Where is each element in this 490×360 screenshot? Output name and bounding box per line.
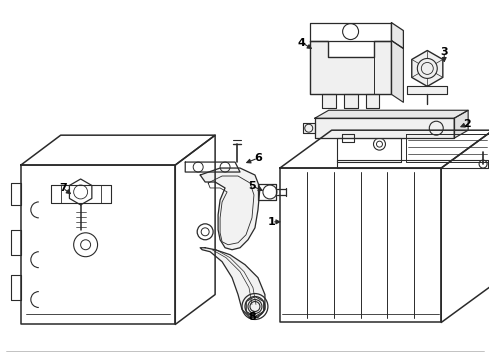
Polygon shape <box>392 23 403 49</box>
Polygon shape <box>412 50 443 86</box>
Text: 6: 6 <box>254 153 262 163</box>
Text: 7: 7 <box>59 183 67 193</box>
Polygon shape <box>315 118 454 138</box>
Text: 4: 4 <box>298 37 306 48</box>
Polygon shape <box>322 94 336 108</box>
Text: 3: 3 <box>441 48 448 58</box>
Polygon shape <box>366 94 379 108</box>
Text: 8: 8 <box>248 312 256 323</box>
Polygon shape <box>454 110 468 138</box>
Text: 5: 5 <box>248 181 256 191</box>
Polygon shape <box>315 110 468 118</box>
Polygon shape <box>310 41 392 94</box>
Polygon shape <box>303 123 315 133</box>
Polygon shape <box>200 248 265 318</box>
Text: 2: 2 <box>463 119 471 129</box>
Text: 1: 1 <box>268 217 276 227</box>
Polygon shape <box>200 168 260 250</box>
Polygon shape <box>407 86 447 94</box>
Polygon shape <box>343 94 358 108</box>
Polygon shape <box>392 41 403 102</box>
